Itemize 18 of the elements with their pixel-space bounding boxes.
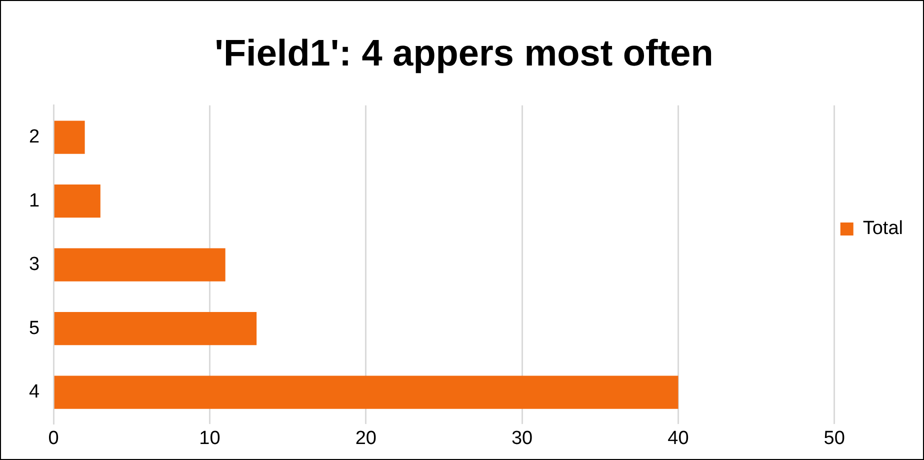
bar [54, 184, 100, 218]
chart-title: 'Field1': 4 appers most often [214, 32, 714, 74]
y-tick-label: 4 [28, 382, 40, 403]
y-tick-label: 2 [28, 126, 40, 148]
y-tick-label: 1 [28, 190, 40, 212]
x-tick-label: 0 [48, 428, 59, 449]
bar [54, 376, 678, 409]
bar [54, 120, 85, 154]
x-tick-label: 50 [824, 428, 845, 449]
bar [54, 312, 257, 346]
x-tick-label: 10 [199, 428, 220, 449]
y-tick-label: 3 [28, 254, 40, 276]
x-tick-label: 20 [355, 428, 376, 449]
legend-label: Total [862, 218, 904, 240]
x-tick-label: 40 [668, 428, 689, 449]
bar [54, 248, 226, 282]
y-tick-label: 5 [28, 318, 40, 339]
x-tick-label: 30 [511, 428, 533, 449]
